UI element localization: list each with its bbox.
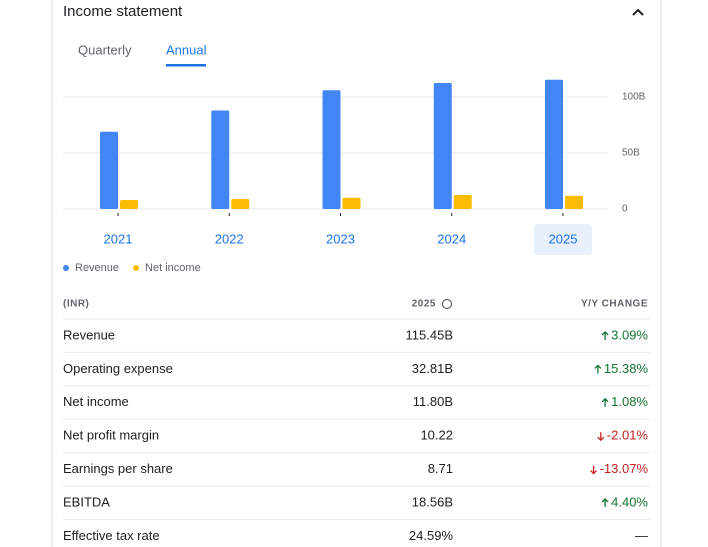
bar <box>211 110 230 209</box>
legend-label: Revenue <box>75 262 119 274</box>
row-label: Operating expense <box>63 361 173 376</box>
row-value: 24.59% <box>409 528 454 543</box>
x-tick-label[interactable]: 2021 <box>104 231 133 246</box>
collapse-button[interactable] <box>632 8 644 16</box>
bar <box>453 195 472 209</box>
legend-dot <box>63 265 69 271</box>
x-tick-label[interactable]: 2023 <box>326 231 355 246</box>
row-label: Net income <box>63 394 129 409</box>
row-change: 1.08% <box>611 394 648 409</box>
row-change: 4.40% <box>611 494 648 509</box>
chart: 0 50B 100B 2021 2022 2023 2024 2025 Revenue Net i… <box>63 79 646 274</box>
x-tick-label[interactable]: 2025 <box>549 231 578 246</box>
bar <box>322 90 341 209</box>
change-arrow <box>601 498 609 507</box>
change-arrow <box>601 331 609 340</box>
row-value: 32.81B <box>412 361 453 376</box>
selected-category[interactable] <box>534 224 592 255</box>
row-change: -13.07% <box>600 461 649 476</box>
row-value: 10.22 <box>420 428 453 443</box>
table-header: (INR) <box>63 299 89 310</box>
x-tick-label[interactable]: 2024 <box>437 231 466 246</box>
row-label: EBITDA <box>63 494 110 509</box>
bar <box>545 79 563 209</box>
bar <box>100 131 118 209</box>
bar <box>342 197 361 209</box>
tab-selected[interactable]: Annual <box>166 42 207 57</box>
row-label: Earnings per share <box>63 461 173 476</box>
y-tick-label: 100B <box>622 92 646 103</box>
row-value: 115.45B <box>406 327 453 342</box>
row-change: 15.38% <box>604 361 649 376</box>
table-header: 2025 <box>412 299 436 310</box>
card-title: Income statement <box>63 3 183 20</box>
table-header: Y/Y CHANGE <box>581 299 648 310</box>
tab-underline <box>166 64 206 67</box>
table: (INR) 2025 Y/Y CHANGE Revenue 115.45B 3.09% Op… <box>63 299 650 543</box>
change-arrow <box>601 397 609 407</box>
bar <box>120 200 138 209</box>
change-arrow <box>594 364 602 374</box>
tab[interactable]: Quarterly <box>78 42 132 57</box>
bar <box>433 83 452 209</box>
row-change: 3.09% <box>611 327 648 342</box>
row-change: -2.01% <box>607 428 649 443</box>
change-arrow <box>597 432 605 442</box>
row-label: Revenue <box>63 327 115 342</box>
bar <box>231 198 250 209</box>
row-change: — <box>635 528 648 543</box>
y-tick-label: 0 <box>622 204 628 215</box>
y-tick-label: 50B <box>622 148 640 159</box>
row-value: 11.80B <box>413 394 453 409</box>
info-icon[interactable] <box>441 298 453 310</box>
row-label: Effective tax rate <box>63 528 160 543</box>
legend-label: Net income <box>145 262 201 274</box>
x-tick-label[interactable]: 2022 <box>215 231 244 246</box>
row-label: Net profit margin <box>63 428 159 443</box>
row-value: 18.56B <box>412 494 453 509</box>
legend-dot <box>133 265 140 271</box>
row-value: 8.71 <box>428 461 453 476</box>
change-arrow <box>590 465 598 475</box>
bar <box>565 195 583 209</box>
